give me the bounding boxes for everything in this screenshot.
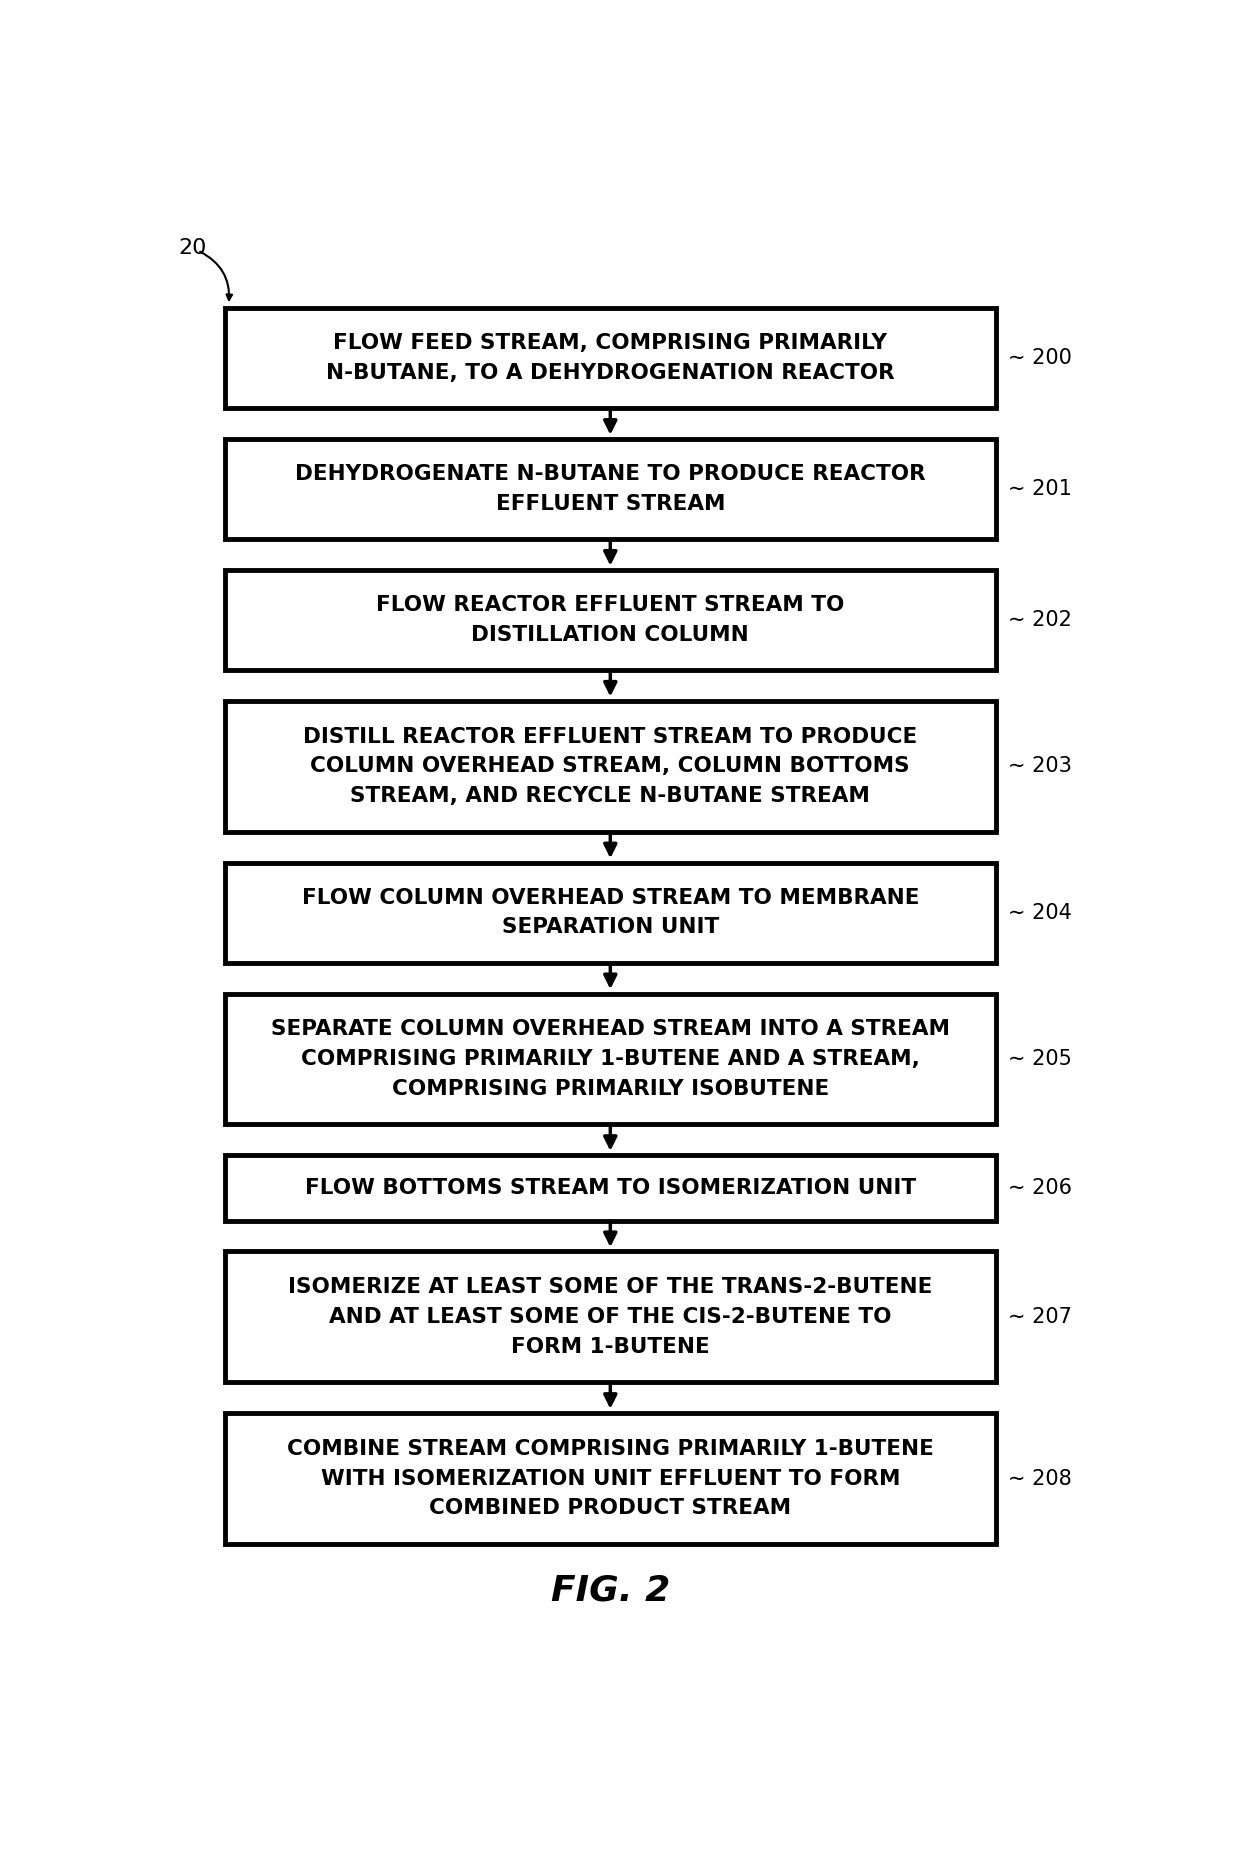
Text: FLOW REACTOR EFFLUENT STREAM TO
DISTILLATION COLUMN: FLOW REACTOR EFFLUENT STREAM TO DISTILLA… bbox=[376, 594, 844, 645]
Text: FIG. 2: FIG. 2 bbox=[551, 1574, 670, 1607]
Text: FLOW COLUMN OVERHEAD STREAM TO MEMBRANE
SEPARATION UNIT: FLOW COLUMN OVERHEAD STREAM TO MEMBRANE … bbox=[301, 888, 919, 938]
Text: DEHYDROGENATE N-BUTANE TO PRODUCE REACTOR
EFFLUENT STREAM: DEHYDROGENATE N-BUTANE TO PRODUCE REACTO… bbox=[295, 464, 925, 514]
Bar bbox=[224, 994, 996, 1125]
Text: 20: 20 bbox=[179, 237, 207, 258]
Text: SEPARATE COLUMN OVERHEAD STREAM INTO A STREAM
COMPRISING PRIMARILY 1-BUTENE AND : SEPARATE COLUMN OVERHEAD STREAM INTO A S… bbox=[270, 1019, 950, 1099]
Text: DISTILL REACTOR EFFLUENT STREAM TO PRODUCE
COLUMN OVERHEAD STREAM, COLUMN BOTTOM: DISTILL REACTOR EFFLUENT STREAM TO PRODU… bbox=[304, 727, 918, 806]
Bar bbox=[224, 570, 996, 671]
Bar bbox=[224, 1252, 996, 1383]
Text: ∼ 201: ∼ 201 bbox=[1007, 478, 1071, 499]
Bar bbox=[224, 308, 996, 407]
Bar bbox=[224, 863, 996, 963]
Bar bbox=[224, 1413, 996, 1544]
Text: ∼ 206: ∼ 206 bbox=[1007, 1177, 1071, 1198]
Text: ∼ 208: ∼ 208 bbox=[1007, 1469, 1071, 1488]
Text: ∼ 203: ∼ 203 bbox=[1007, 757, 1071, 776]
Text: ISOMERIZE AT LEAST SOME OF THE TRANS-2-BUTENE
AND AT LEAST SOME OF THE CIS-2-BUT: ISOMERIZE AT LEAST SOME OF THE TRANS-2-B… bbox=[288, 1277, 932, 1357]
Text: ∼ 200: ∼ 200 bbox=[1007, 348, 1071, 368]
Text: FLOW FEED STREAM, COMPRISING PRIMARILY
N-BUTANE, TO A DEHYDROGENATION REACTOR: FLOW FEED STREAM, COMPRISING PRIMARILY N… bbox=[326, 333, 894, 383]
Bar bbox=[224, 1155, 996, 1220]
Text: ∼ 202: ∼ 202 bbox=[1007, 609, 1071, 630]
Text: COMBINE STREAM COMPRISING PRIMARILY 1-BUTENE
WITH ISOMERIZATION UNIT EFFLUENT TO: COMBINE STREAM COMPRISING PRIMARILY 1-BU… bbox=[286, 1439, 934, 1518]
Bar bbox=[224, 439, 996, 540]
Text: FLOW BOTTOMS STREAM TO ISOMERIZATION UNIT: FLOW BOTTOMS STREAM TO ISOMERIZATION UNI… bbox=[305, 1177, 916, 1198]
Text: ∼ 205: ∼ 205 bbox=[1007, 1049, 1071, 1069]
Text: ∼ 207: ∼ 207 bbox=[1007, 1306, 1071, 1327]
Bar bbox=[224, 701, 996, 832]
Text: ∼ 204: ∼ 204 bbox=[1007, 903, 1071, 923]
